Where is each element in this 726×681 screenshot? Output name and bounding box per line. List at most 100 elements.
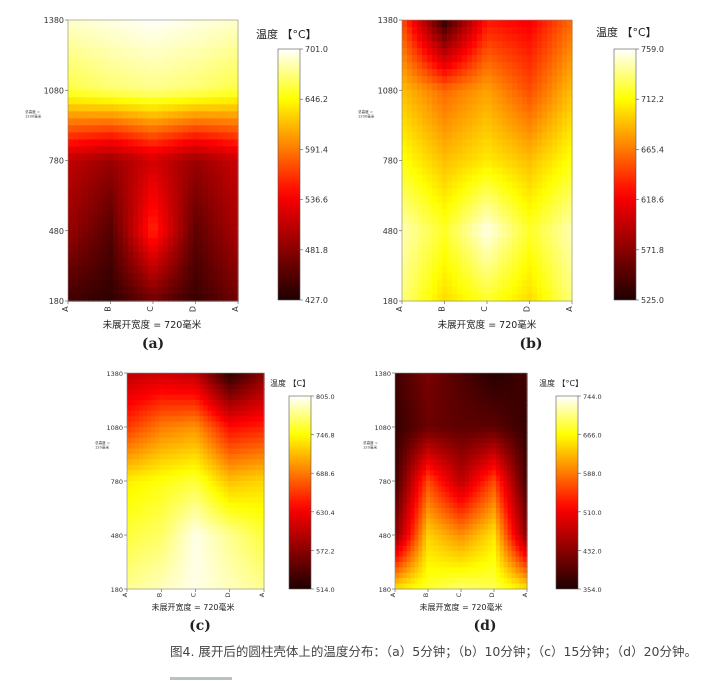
heatmap-cell — [153, 76, 159, 84]
heatmap-cell — [429, 486, 435, 493]
heatmap-cell — [231, 448, 237, 455]
heatmap-cell — [523, 410, 528, 417]
heatmap-cell — [414, 497, 419, 504]
heatmap-cell — [159, 513, 164, 520]
heatmap-cell — [467, 27, 473, 35]
heatmap-cell — [235, 373, 241, 379]
heatmap-cell — [523, 448, 528, 455]
heatmap-cell — [223, 265, 229, 274]
heatmap-cell — [426, 405, 431, 412]
heatmap-cell — [255, 373, 261, 379]
heatmap-cell — [159, 475, 164, 482]
heatmap-cell — [507, 481, 513, 487]
heatmap-cell — [179, 421, 185, 428]
heatmap-cell — [447, 258, 453, 267]
heatmap-cell — [178, 132, 184, 141]
heatmap-cell — [557, 195, 563, 204]
heatmap-cell — [517, 104, 523, 112]
heatmap-cell — [211, 378, 217, 385]
heatmap-cell — [402, 167, 408, 176]
heatmap-cell — [511, 470, 516, 477]
heatmap-cell — [118, 97, 124, 105]
heatmap-cell — [153, 202, 159, 211]
heatmap-cell — [178, 139, 184, 148]
heatmap-cell — [135, 556, 140, 563]
heatmap-cell — [412, 265, 418, 274]
heatmap-cell — [148, 132, 154, 141]
heatmap-cell — [547, 188, 553, 197]
heatmap-cell — [472, 195, 478, 204]
heatmap-cell — [83, 48, 89, 56]
heatmap-cell — [417, 223, 423, 232]
heatmap-cell — [472, 475, 478, 482]
heatmap-cell — [123, 230, 129, 239]
heatmap-cell — [173, 153, 179, 162]
heatmap-cell — [255, 459, 261, 466]
heatmap-cell — [519, 475, 524, 482]
heatmap-cell — [133, 76, 139, 84]
heatmap-cell — [123, 181, 129, 190]
heatmap-cell — [437, 230, 443, 239]
heatmap-cell — [228, 244, 234, 253]
heatmap-cell — [417, 237, 423, 246]
heatmap-cell — [477, 125, 483, 134]
heatmap-cell — [179, 529, 185, 536]
heatmap-cell — [223, 181, 229, 190]
heatmap-cell — [178, 104, 184, 112]
heatmap-cell — [223, 578, 229, 585]
heatmap-cell — [499, 486, 505, 493]
heatmap-cell — [98, 188, 104, 197]
heatmap-cell — [542, 265, 548, 274]
heatmap-cell — [512, 216, 518, 225]
heatmap-cell — [148, 62, 154, 70]
heatmap-cell — [407, 286, 413, 295]
heatmap-cell — [441, 421, 447, 428]
heatmap-cell — [163, 286, 169, 295]
heatmap-cell — [422, 405, 427, 412]
heatmap-cell — [522, 90, 528, 98]
heatmap-cell — [488, 454, 493, 460]
heatmap-cell — [507, 111, 513, 119]
heatmap-cell — [167, 583, 172, 590]
heatmap-cell — [472, 251, 478, 260]
heatmap-cell — [159, 481, 164, 487]
heatmap-cell — [227, 454, 233, 460]
heatmap-cell — [133, 188, 139, 197]
heatmap-cell — [178, 34, 184, 42]
heatmap-cell — [502, 132, 508, 141]
heatmap-cell — [562, 132, 568, 141]
heatmap-cell — [143, 286, 149, 295]
heatmap-cell — [467, 153, 473, 162]
heatmap-cell — [410, 443, 416, 450]
heatmap-cell — [557, 188, 563, 197]
heatmap-cell — [547, 146, 553, 155]
heatmap-cell — [195, 383, 201, 390]
heatmap-cell — [427, 69, 433, 77]
heatmap-cell — [432, 265, 438, 274]
heatmap-cell — [155, 394, 160, 401]
heatmap-cell — [442, 118, 448, 126]
heatmap-cell — [507, 132, 513, 141]
heatmap-cell — [503, 448, 509, 455]
heatmap-cell — [113, 48, 119, 56]
heatmap-cell — [497, 34, 503, 42]
heatmap-cell — [153, 286, 159, 295]
heatmap-cell — [151, 389, 156, 396]
heatmap-cell — [188, 153, 194, 162]
heatmap-cell — [447, 20, 453, 28]
heatmap-cell — [203, 209, 209, 218]
heatmap-cell — [522, 272, 528, 281]
heatmap-cell — [452, 153, 458, 162]
heatmap-cell — [507, 454, 513, 460]
heatmap-cell — [173, 244, 179, 253]
heatmap-cell — [138, 293, 144, 302]
heatmap-cell — [233, 258, 239, 267]
heatmap-cell — [235, 529, 241, 536]
heatmap-cell — [83, 181, 89, 190]
heatmap-cell — [507, 160, 513, 169]
heatmap-cell — [407, 160, 413, 169]
heatmap-cell — [502, 272, 508, 281]
heatmap-cell — [211, 502, 217, 509]
heatmap-cell — [239, 556, 245, 563]
heatmap-cell — [153, 62, 159, 70]
